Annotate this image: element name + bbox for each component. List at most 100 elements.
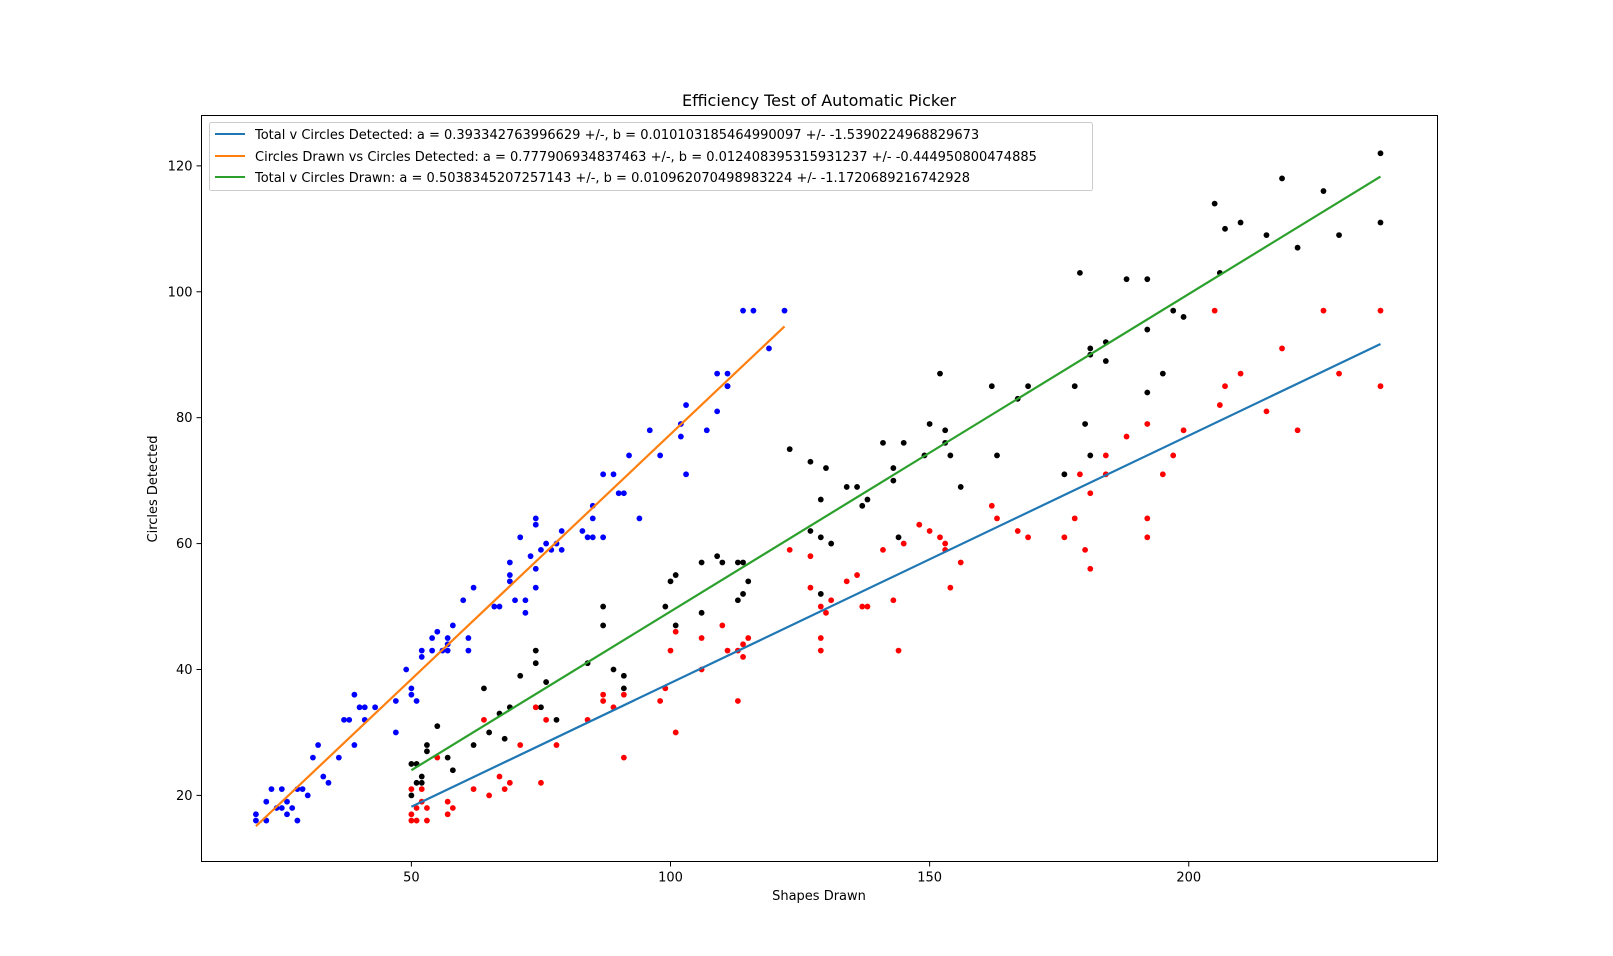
data-point [522, 597, 529, 604]
data-point [1087, 565, 1094, 572]
data-point [817, 496, 824, 503]
data-point [994, 515, 1000, 522]
x-tick-label: 100 [658, 871, 683, 886]
data-point [724, 370, 731, 377]
data-point [253, 811, 259, 818]
data-point [470, 742, 477, 748]
data-point [620, 685, 627, 692]
data-point [890, 465, 897, 471]
data-point [538, 779, 544, 786]
data-point [1320, 307, 1327, 314]
data-point [1377, 383, 1384, 390]
data-point [496, 773, 503, 780]
data-point [750, 307, 757, 314]
data-point [926, 528, 933, 534]
data-point [408, 817, 415, 824]
data-point [543, 716, 550, 723]
data-point [864, 496, 871, 503]
data-point [1082, 421, 1088, 427]
data-point [1263, 232, 1270, 239]
plot-area [253, 150, 1384, 828]
data-point [1144, 276, 1151, 283]
data-point [786, 546, 793, 553]
data-point [553, 716, 560, 723]
data-point [942, 427, 949, 434]
data-point [1211, 307, 1218, 314]
data-point [1377, 307, 1384, 314]
data-point [1144, 534, 1151, 541]
data-point [418, 647, 425, 654]
data-point [289, 805, 296, 811]
data-point [926, 421, 933, 427]
data-point [310, 754, 316, 761]
data-point [667, 647, 674, 654]
data-point [900, 540, 907, 547]
data-point [496, 603, 503, 610]
data-point [558, 528, 565, 534]
data-point [698, 609, 705, 616]
data-point [517, 672, 524, 679]
data-point [517, 534, 524, 541]
data-point [1180, 314, 1187, 320]
data-point [781, 307, 788, 314]
data-point [413, 779, 420, 786]
data-point [1222, 383, 1228, 390]
data-point [786, 446, 793, 453]
data-point [988, 383, 995, 390]
data-point [278, 805, 285, 811]
data-point [683, 471, 689, 478]
data-point [1087, 490, 1094, 497]
data-point [683, 402, 689, 408]
data-point [372, 704, 379, 711]
data-point [823, 465, 829, 471]
data-point [1159, 471, 1166, 478]
data-point [937, 370, 943, 377]
data-point [672, 622, 679, 629]
data-point [714, 370, 721, 377]
data-point [1320, 188, 1327, 194]
data-point [1123, 276, 1130, 283]
data-point [672, 729, 679, 736]
data-point [532, 584, 539, 591]
data-point [408, 786, 415, 793]
data-point [263, 798, 270, 805]
data-point [460, 597, 467, 604]
data-point [620, 672, 627, 679]
data-point [589, 515, 596, 522]
data-point [1025, 534, 1031, 541]
legend: Total v Circles Detected: a = 0.39334276… [209, 122, 1093, 191]
fit-line-drawn-v-detected [255, 325, 786, 828]
data-point [610, 666, 617, 673]
data-point [957, 559, 964, 566]
data-point [434, 723, 441, 730]
data-point [698, 559, 705, 566]
data-point [1144, 326, 1151, 333]
data-point [403, 666, 410, 673]
data-point [734, 698, 741, 704]
data-point [1082, 546, 1088, 553]
data-point [356, 704, 363, 711]
data-point [341, 716, 347, 723]
data-point [299, 786, 306, 793]
data-point [740, 641, 746, 648]
data-point [1377, 219, 1384, 226]
data-point [434, 628, 441, 635]
data-point [600, 534, 607, 541]
data-point [481, 716, 487, 723]
data-point [351, 691, 358, 698]
x-tick-label: 200 [1176, 871, 1201, 886]
data-point [304, 792, 311, 799]
data-point [698, 635, 705, 641]
data-point [408, 685, 415, 692]
data-point [501, 786, 508, 793]
data-point [740, 591, 746, 597]
y-tick-label: 40 [176, 663, 193, 678]
data-point [325, 779, 332, 786]
data-point [646, 427, 653, 434]
scatter-total-vs-drawn [408, 150, 1384, 799]
data-point [734, 597, 741, 604]
data-point [937, 534, 943, 541]
data-point [424, 742, 430, 748]
x-tick-label: 150 [917, 871, 942, 886]
data-point [444, 798, 451, 805]
